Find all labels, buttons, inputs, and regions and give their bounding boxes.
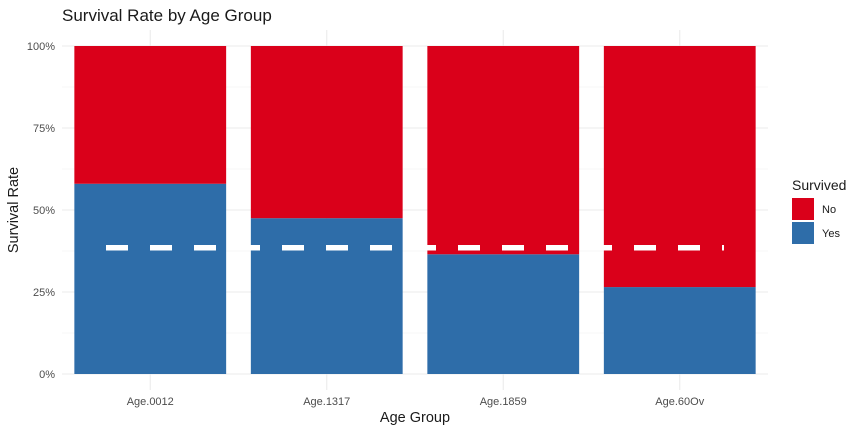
y-tick-label: 0% bbox=[39, 369, 55, 381]
bar-no-age-60ov bbox=[603, 46, 756, 288]
bar-no-age-1859 bbox=[427, 46, 580, 255]
bar-yes-age-1859 bbox=[427, 254, 580, 374]
x-tick-label: Age.0012 bbox=[127, 396, 174, 408]
chart-title: Survival Rate by Age Group bbox=[62, 6, 272, 25]
x-axis-label: Age Group bbox=[380, 410, 450, 426]
y-tick-label: 50% bbox=[33, 205, 55, 217]
x-tick-label: Age.60Ov bbox=[655, 396, 704, 408]
x-tick-label: Age.1859 bbox=[480, 396, 527, 408]
y-axis-ticks: 0% 25% 50% 75% 100% bbox=[27, 41, 55, 381]
bar-yes-age-60ov bbox=[603, 287, 756, 374]
y-axis-label: Survival Rate bbox=[6, 167, 22, 253]
bar-yes-age-0012 bbox=[74, 183, 227, 374]
legend: Survived No Yes bbox=[792, 177, 846, 244]
legend-label-yes: Yes bbox=[822, 228, 840, 240]
x-axis-ticks: Age.0012 Age.1317 Age.1859 Age.60Ov bbox=[127, 396, 705, 408]
bar-no-age-1317 bbox=[250, 46, 403, 219]
legend-entries: No Yes bbox=[792, 198, 840, 244]
y-tick-label: 75% bbox=[33, 123, 55, 135]
x-tick-label: Age.1317 bbox=[303, 396, 350, 408]
legend-title: Survived bbox=[792, 177, 846, 193]
legend-key-no bbox=[792, 198, 814, 220]
y-tick-label: 25% bbox=[33, 287, 55, 299]
bar-yes-age-1317 bbox=[250, 218, 403, 374]
y-tick-label: 100% bbox=[27, 41, 55, 53]
legend-label-no: No bbox=[822, 204, 836, 216]
legend-key-yes bbox=[792, 222, 814, 244]
bar-no-age-0012 bbox=[74, 46, 227, 184]
bars bbox=[74, 46, 756, 374]
